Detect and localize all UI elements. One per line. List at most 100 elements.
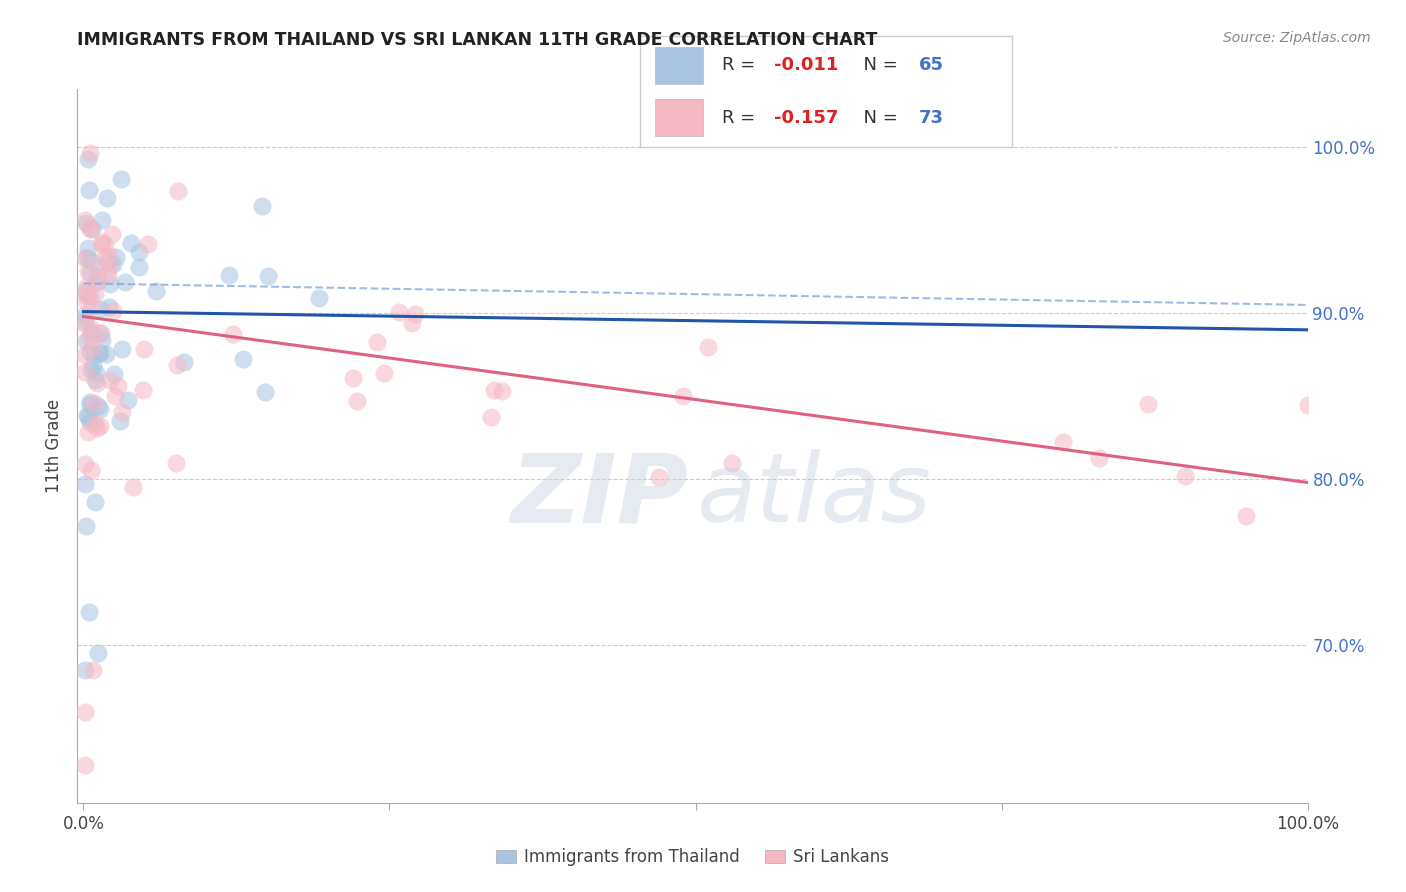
Text: N =: N = [852, 109, 904, 127]
Point [79, 146, 101, 161]
Point [166, 184, 188, 198]
Text: ZIP: ZIP [510, 450, 689, 542]
Point [77, 605, 100, 619]
Text: R =: R = [721, 56, 761, 74]
Point [79, 219, 101, 234]
Point [491, 384, 513, 398]
Point [86, 399, 108, 413]
Point [84, 287, 107, 301]
Point [77, 241, 100, 255]
Point [101, 257, 124, 271]
Point [86, 420, 108, 434]
Point [100, 373, 122, 387]
Point [91, 333, 114, 347]
Point [98, 277, 121, 291]
Text: 65: 65 [920, 56, 945, 74]
Point [76, 279, 98, 293]
Point [166, 358, 188, 372]
Point [96, 255, 118, 269]
Point [79, 345, 101, 359]
Point [222, 326, 245, 341]
Point [77, 409, 100, 424]
Point [404, 307, 426, 321]
Point [75, 519, 97, 533]
Point [82, 221, 104, 235]
Point [110, 172, 132, 186]
Point [89, 301, 111, 316]
Point [105, 250, 128, 264]
Point [80, 363, 103, 377]
Point [77, 331, 100, 345]
Point [308, 291, 330, 305]
Point [73, 252, 96, 266]
Point [90, 237, 112, 252]
Point [87, 647, 110, 661]
Point [256, 268, 278, 283]
Point [84, 417, 107, 431]
Point [73, 308, 96, 322]
Point [73, 348, 96, 362]
Point [86, 268, 108, 283]
FancyBboxPatch shape [655, 47, 703, 84]
Point [77, 152, 100, 166]
Point [80, 299, 103, 313]
Text: R =: R = [721, 109, 761, 127]
Point [79, 397, 101, 411]
Point [232, 352, 254, 367]
Point [86, 275, 108, 289]
Point [97, 260, 120, 274]
Point [373, 366, 395, 380]
Point [73, 458, 96, 472]
Point [128, 245, 150, 260]
Point [76, 425, 98, 439]
Point [1296, 398, 1319, 412]
Point [401, 316, 423, 330]
Point [89, 326, 111, 340]
Point [101, 304, 124, 318]
Point [89, 346, 111, 360]
Point [89, 418, 111, 433]
Text: Source: ZipAtlas.com: Source: ZipAtlas.com [1223, 31, 1371, 45]
Point [107, 379, 129, 393]
Text: N =: N = [852, 56, 904, 74]
Point [83, 348, 105, 362]
Point [90, 213, 112, 227]
Point [484, 384, 506, 398]
FancyBboxPatch shape [655, 99, 703, 136]
Text: -0.157: -0.157 [773, 109, 838, 127]
Point [134, 342, 156, 356]
Point [366, 335, 388, 350]
Point [98, 300, 121, 314]
Point [75, 757, 97, 772]
Point [76, 408, 98, 422]
Point [104, 389, 127, 403]
Point [80, 325, 103, 339]
Point [75, 288, 97, 302]
Point [173, 355, 195, 369]
Point [80, 463, 103, 477]
Point [73, 705, 96, 719]
Point [75, 334, 97, 349]
Point [672, 389, 695, 403]
Point [1234, 508, 1257, 523]
Point [76, 294, 98, 309]
Point [721, 457, 744, 471]
Point [110, 414, 132, 428]
Point [342, 371, 364, 385]
Point [1088, 451, 1111, 466]
Point [89, 260, 111, 275]
Point [79, 266, 101, 280]
Point [136, 237, 159, 252]
Point [103, 367, 125, 381]
Y-axis label: 11th Grade: 11th Grade [45, 399, 63, 493]
Point [479, 410, 502, 425]
Point [82, 663, 104, 677]
Point [100, 227, 122, 241]
Point [346, 393, 368, 408]
Point [1137, 397, 1160, 411]
Text: IMMIGRANTS FROM THAILAND VS SRI LANKAN 11TH GRADE CORRELATION CHART: IMMIGRANTS FROM THAILAND VS SRI LANKAN 1… [77, 31, 877, 49]
Point [218, 268, 240, 282]
Point [73, 212, 96, 227]
Point [98, 248, 121, 262]
Text: -0.011: -0.011 [773, 56, 838, 74]
